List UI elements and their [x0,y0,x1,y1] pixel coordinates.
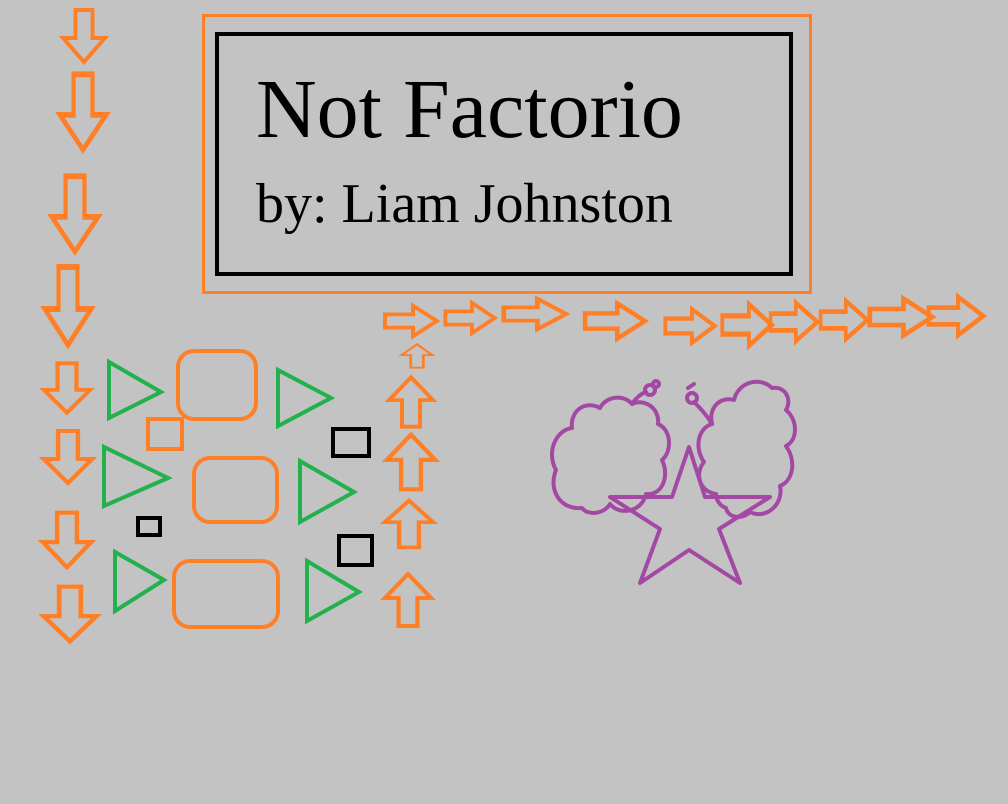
conveyor-down-arrow-icon [60,74,106,149]
inserter-triangle-icon [276,366,336,430]
item-square-icon [331,427,371,458]
conveyor-right-arrow-icon [722,304,771,346]
conveyor-up-arrow-icon [400,342,434,370]
assemblers [172,349,280,629]
inserter-triangle-icon [107,358,166,422]
inserter-triangle-icon [113,548,168,615]
conveyor-down-column [43,8,107,642]
conveyor-down-arrow-icon [43,513,91,568]
left-cloud-icon [550,395,671,515]
conveyor-down-arrow-icon [45,267,91,345]
conveyor-down-arrow-icon [61,8,107,64]
conveyor-up-arrow-icon [385,574,431,626]
conveyor-right-arrow-icon [821,301,868,339]
conveyor-up-arrow-icon [385,501,433,548]
title-card-inner-frame [215,32,793,276]
conveyor-down-arrow-icon [52,176,98,251]
conveyor-down-arrow-icon [44,431,92,483]
conveyor-right-arrow-icon [929,297,984,335]
assembler-machine-icon [172,559,280,629]
conveyor-right-arrow-icon [665,309,714,343]
conveyor-right-arrow-icon [870,299,932,336]
cloud-creature-icon [550,379,797,585]
conveyor-right-arrow-icon [383,303,439,339]
inserter-triangle-icon [102,443,173,510]
title-card-frame [202,14,812,294]
item-box-icon [146,417,184,451]
conveyor-down-arrow-icon [44,587,97,642]
game-title: Not Factorio [256,63,683,156]
conveyor-right-arrow-icon [504,299,566,329]
item-square-icon [337,534,374,567]
assembler-machine-icon [192,456,279,524]
assembler-machine-icon [176,349,258,421]
conveyor-up-column [385,342,435,626]
conveyor-right-arrow-icon [443,300,497,336]
item-square-icon [136,516,162,537]
inserter-triangle-icon [305,557,364,625]
conveyor-up-arrow-icon [387,375,435,429]
star-icon [608,445,772,585]
conveyor-right-arrow-icon [771,303,818,341]
conveyor-right-row [383,297,984,346]
right-cloud-icon [696,379,797,519]
items [136,427,374,567]
game-author: by: Liam Johnston [256,173,673,235]
conveyor-right-arrow-icon [585,303,645,338]
conveyor-down-arrow-icon [44,363,90,412]
inserters [102,358,364,625]
inserter-triangle-icon [298,457,359,526]
conveyor-up-arrow-icon [387,435,435,490]
